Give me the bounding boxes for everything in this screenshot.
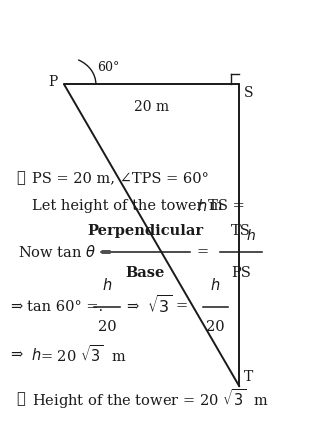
Text: $\sqrt{3}$: $\sqrt{3}$ [147, 295, 173, 318]
Text: PS = 20 m, ∠TPS = 60°: PS = 20 m, ∠TPS = 60° [32, 172, 209, 186]
Text: ⇒: ⇒ [10, 348, 22, 362]
Text: $h$: $h$ [210, 277, 220, 293]
Text: 20 m: 20 m [134, 101, 169, 114]
Text: ⇒: ⇒ [126, 300, 138, 314]
Text: m: m [208, 199, 222, 213]
Text: P: P [48, 75, 58, 89]
Text: $h$: $h$ [31, 347, 41, 363]
Text: $h$: $h$ [246, 228, 256, 243]
Text: ∴: ∴ [16, 392, 25, 406]
Text: PS: PS [231, 266, 251, 280]
Text: 60°: 60° [98, 61, 120, 74]
Text: Perpendicular: Perpendicular [87, 224, 203, 238]
Text: =: = [176, 300, 188, 314]
Text: tan 60° =.: tan 60° =. [27, 300, 104, 314]
Text: Height of the tower = 20 $\sqrt{3}$  m: Height of the tower = 20 $\sqrt{3}$ m [32, 387, 269, 411]
Text: Let height of the tower TS =: Let height of the tower TS = [32, 199, 250, 213]
Text: $h$: $h$ [102, 277, 112, 293]
Text: =: = [196, 245, 208, 259]
Text: = 20 $\sqrt{3}$  m: = 20 $\sqrt{3}$ m [40, 344, 127, 365]
Text: Base: Base [125, 266, 165, 280]
Text: $h$: $h$ [197, 198, 208, 214]
Text: ∴: ∴ [16, 172, 25, 186]
Text: ⇒: ⇒ [10, 300, 22, 314]
Text: 20: 20 [98, 320, 116, 334]
Text: T: T [244, 370, 253, 384]
Text: TS: TS [231, 224, 251, 238]
Text: S: S [244, 87, 254, 101]
Text: Now tan $\theta$ =: Now tan $\theta$ = [18, 244, 112, 260]
Text: 20: 20 [206, 320, 225, 334]
